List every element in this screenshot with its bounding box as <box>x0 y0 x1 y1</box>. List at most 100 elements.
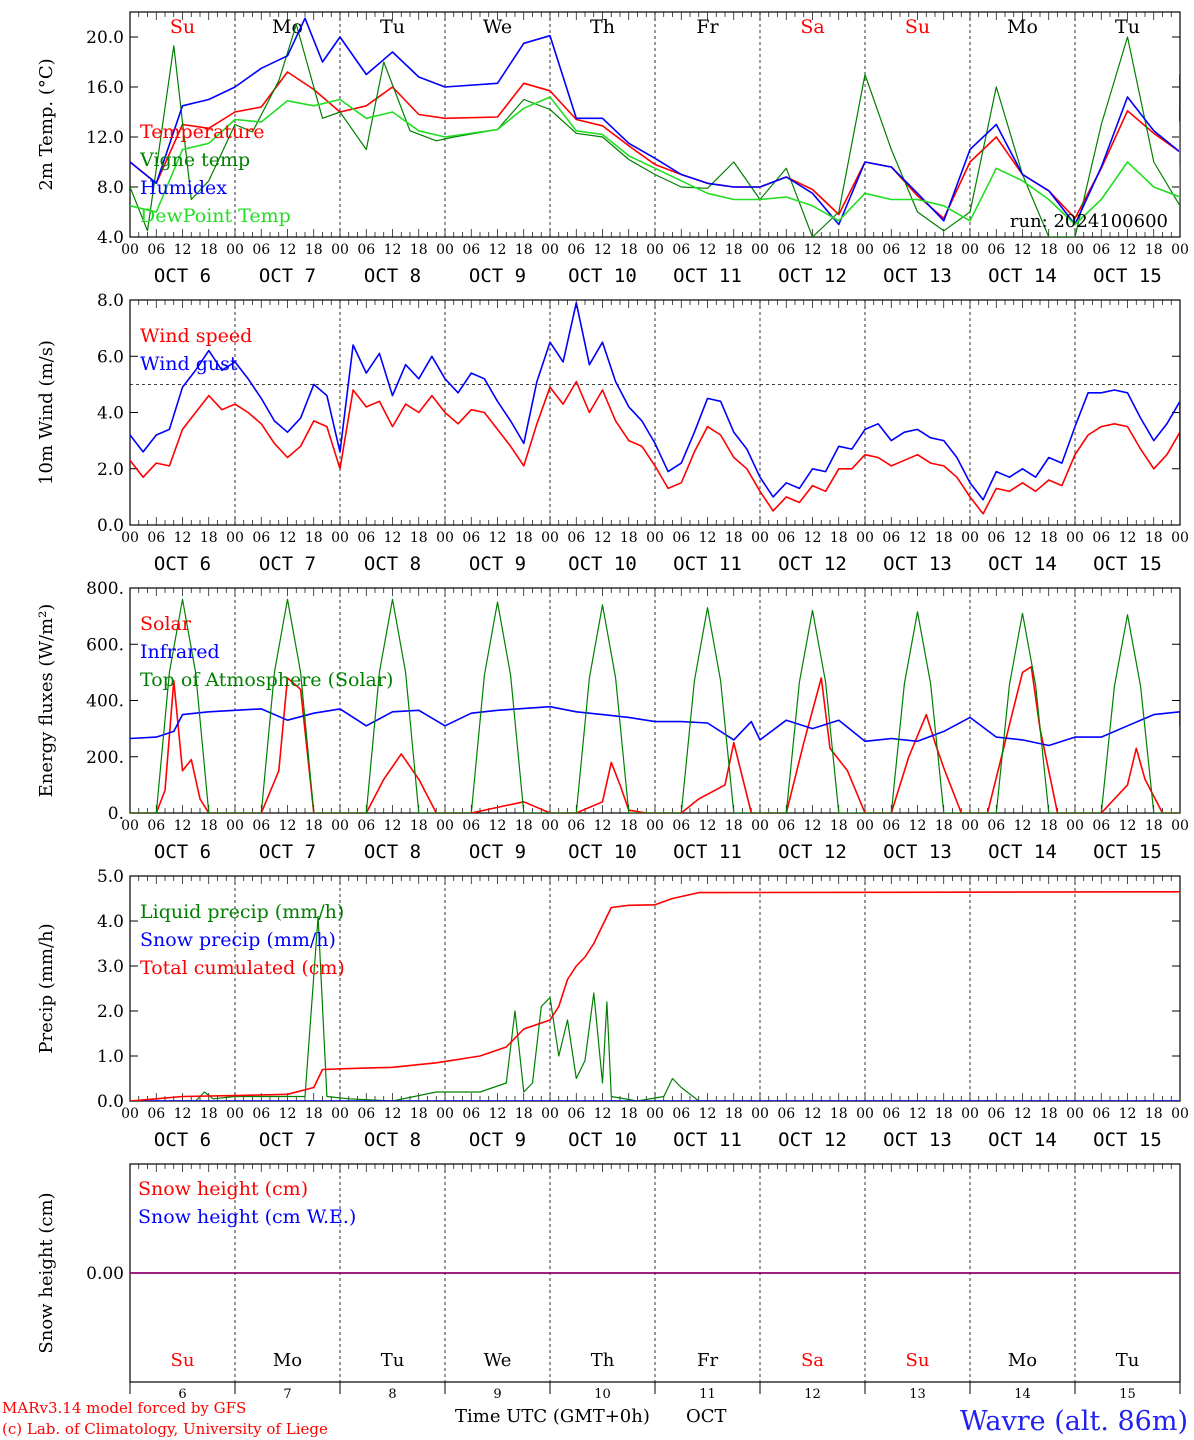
series-line-solar <box>130 665 1180 813</box>
hour-tick-label: 06 <box>882 1106 900 1122</box>
hour-tick-label: 12 <box>1014 242 1032 258</box>
hour-tick-label: 00 <box>751 1106 769 1122</box>
hour-tick-label: 06 <box>672 242 690 258</box>
hour-tick-label: 00 <box>961 818 979 834</box>
hour-tick-label: 00 <box>856 242 874 258</box>
hour-tick-label: 18 <box>620 818 638 834</box>
hour-tick-label: 12 <box>804 1106 822 1122</box>
hour-tick-label: 00 <box>1066 530 1084 546</box>
date-label: OCT 15 <box>1093 841 1162 863</box>
hour-tick-label: 18 <box>200 530 218 546</box>
hour-tick-label: 18 <box>725 530 743 546</box>
hour-tick-label: 06 <box>1092 530 1110 546</box>
hour-tick-label: 06 <box>357 530 375 546</box>
month-axis-label: OCT <box>686 1406 727 1427</box>
credit-line-1: MARv3.14 model forced by GFS <box>2 1399 246 1417</box>
series-line-dewpoint-temp <box>130 96 1180 226</box>
chart-layer: 4.08.012.016.020.02m Temp. (°C)00 06 12 18 0… <box>36 11 1189 1402</box>
date-label: OCT 13 <box>883 1129 952 1151</box>
day-number-label: 15 <box>1119 1387 1136 1402</box>
y-tick-label: 4.0 <box>97 912 124 932</box>
hour-tick-label: 18 <box>1040 818 1058 834</box>
hour-tick-label: 06 <box>777 1106 795 1122</box>
weekday-label: Tu <box>1115 16 1140 38</box>
date-label: OCT 6 <box>154 841 211 863</box>
date-label: OCT 7 <box>259 265 316 287</box>
date-label: OCT 7 <box>259 553 316 575</box>
hour-tick-label: 18 <box>725 818 743 834</box>
hour-tick-label: 00 <box>646 818 664 834</box>
series-line-wind-gust <box>130 301 1180 501</box>
hour-tick-label: 00 <box>856 530 874 546</box>
hour-tick-label: 00 <box>1171 818 1189 834</box>
hour-tick-label: 18 <box>725 1106 743 1122</box>
hour-tick-label: 18 <box>200 818 218 834</box>
date-label: OCT 8 <box>364 841 421 863</box>
hour-tick-label: 06 <box>567 818 585 834</box>
hour-tick-label: 06 <box>777 818 795 834</box>
day-number-label: 13 <box>909 1387 926 1402</box>
hour-tick-label: 06 <box>462 242 480 258</box>
time-axis-label: Time UTC (GMT+0h) <box>455 1406 650 1427</box>
hour-tick-label: 18 <box>830 818 848 834</box>
hour-tick-label: 12 <box>1119 242 1137 258</box>
hour-tick-label: 18 <box>1145 530 1163 546</box>
date-label: OCT 12 <box>778 841 847 863</box>
hour-tick-label: 06 <box>147 242 165 258</box>
day-number-label: 6 <box>178 1387 186 1402</box>
hour-tick-label: 18 <box>410 242 428 258</box>
hour-tick-label: 06 <box>357 1106 375 1122</box>
hour-tick-label: 18 <box>935 530 953 546</box>
hour-tick-label: 18 <box>305 818 323 834</box>
y-tick-label: 200. <box>86 748 124 768</box>
weekday-label: Tu <box>1116 1350 1140 1371</box>
hour-tick-label: 12 <box>1119 1106 1137 1122</box>
hour-tick-label: 18 <box>620 530 638 546</box>
hour-tick-label: 18 <box>620 1106 638 1122</box>
hour-tick-label: 18 <box>200 1106 218 1122</box>
date-label: OCT 12 <box>778 1129 847 1151</box>
hour-tick-label: 12 <box>699 818 717 834</box>
date-label: OCT 15 <box>1093 553 1162 575</box>
date-label: OCT 13 <box>883 553 952 575</box>
y-tick-label: 4.0 <box>97 404 124 424</box>
weekday-label: Su <box>905 16 930 38</box>
hour-tick-label: 12 <box>384 242 402 258</box>
hour-tick-label: 06 <box>567 530 585 546</box>
weekday-label: Su <box>171 1350 195 1371</box>
hour-tick-label: 00 <box>961 530 979 546</box>
weekday-label: Sa <box>800 16 824 38</box>
hour-tick-label: 12 <box>279 242 297 258</box>
hour-tick-label: 06 <box>357 242 375 258</box>
date-label: OCT 9 <box>469 553 526 575</box>
hour-tick-label: 18 <box>830 242 848 258</box>
hour-tick-label: 00 <box>961 242 979 258</box>
hour-tick-label: 00 <box>856 818 874 834</box>
date-label: OCT 11 <box>673 1129 742 1151</box>
hour-tick-label: 18 <box>830 1106 848 1122</box>
hour-tick-label: 12 <box>489 530 507 546</box>
weekday-label: Su <box>906 1350 930 1371</box>
hour-tick-label: 18 <box>515 818 533 834</box>
hour-tick-label: 06 <box>462 818 480 834</box>
y-tick-label: 2.0 <box>97 460 124 480</box>
day-number-label: 8 <box>388 1387 396 1402</box>
hour-tick-label: 12 <box>279 818 297 834</box>
date-label: OCT 11 <box>673 553 742 575</box>
hour-tick-label: 00 <box>541 1106 559 1122</box>
hour-tick-label: 06 <box>777 242 795 258</box>
y-axis-label: 10m Wind (m/s) <box>36 340 57 485</box>
hour-tick-label: 12 <box>1014 818 1032 834</box>
day-number-label: 7 <box>283 1387 291 1402</box>
day-number-label: 9 <box>493 1387 501 1402</box>
hour-tick-label: 00 <box>436 242 454 258</box>
hour-tick-label: 00 <box>961 1106 979 1122</box>
y-axis-label: 2m Temp. (°C) <box>36 58 57 190</box>
hour-tick-label: 06 <box>357 818 375 834</box>
hour-tick-label: 00 <box>121 530 139 546</box>
hour-tick-label: 00 <box>751 818 769 834</box>
weekday-label: Tu <box>380 16 405 38</box>
hour-tick-label: 00 <box>856 1106 874 1122</box>
legend-entry: Liquid precip (mm/h) <box>140 901 344 923</box>
